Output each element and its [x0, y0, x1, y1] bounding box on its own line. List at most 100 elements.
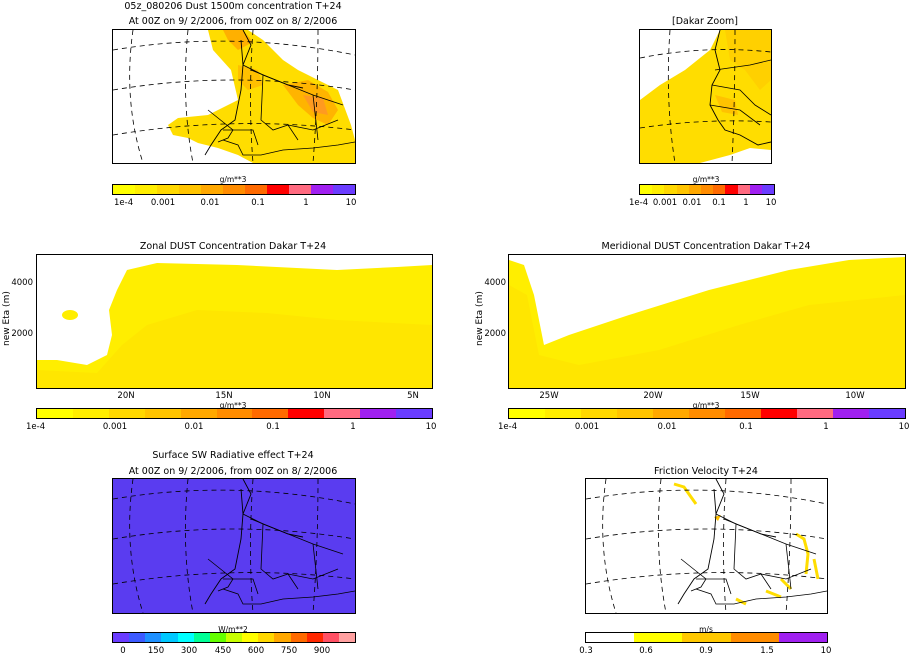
dakar-zoom-map	[639, 29, 772, 164]
dust-map-colorbar	[112, 184, 356, 195]
colorbar-segment	[653, 409, 689, 418]
tick-label: 0.1	[739, 422, 753, 432]
zonal-xtick: 5N	[407, 391, 419, 401]
colorbar-segment	[797, 409, 833, 418]
tick-label: 0.1	[251, 198, 265, 208]
colorbar-segment	[242, 633, 259, 642]
tick-label: 0.01	[184, 422, 204, 432]
tick-label: 1e-4	[629, 198, 649, 208]
colorbar-segment	[145, 633, 162, 642]
tick-label: 10	[765, 198, 777, 208]
colorbar-segment	[688, 185, 701, 194]
friction-velocity-map	[585, 478, 828, 614]
tick-label: 0.001	[652, 198, 678, 208]
meridional-xtick: 15W	[740, 391, 760, 401]
meridional-xtick: 25W	[539, 391, 559, 401]
sw-map-unit: W/m**2	[218, 625, 248, 634]
colorbar-segment	[113, 633, 130, 642]
meridional-unit: g/m**3	[692, 401, 720, 410]
colorbar-segment	[730, 633, 779, 642]
tick-label: 0.001	[150, 198, 176, 208]
colorbar-segment	[179, 185, 201, 194]
meridional-ytick: 2000	[484, 329, 506, 339]
tick-label: 10	[898, 422, 910, 432]
colorbar-segment	[737, 185, 750, 194]
tick-label: 10	[820, 646, 832, 656]
tick-label: 0	[120, 646, 126, 656]
colorbar-segment	[72, 409, 109, 418]
tick-label: 1	[350, 422, 356, 432]
colorbar-segment	[258, 633, 275, 642]
dust-1500m-map	[112, 29, 356, 164]
tick-label: 10	[345, 198, 357, 208]
colorbar-segment	[676, 185, 689, 194]
dakar-zoom-title: [Dakar Zoom]	[671, 16, 739, 27]
colorbar-segment	[245, 185, 267, 194]
colorbar-segment	[664, 185, 677, 194]
colorbar-segment	[201, 185, 223, 194]
sw-map-colorbar	[112, 632, 356, 643]
meridional-cross-section	[508, 254, 906, 389]
colorbar-segment	[324, 409, 361, 418]
colorbar-segment	[108, 409, 145, 418]
meridional-title: Meridional DUST Concentration Dakar T+24	[601, 241, 811, 252]
colorbar-segment	[288, 409, 325, 418]
colorbar-segment	[396, 409, 432, 418]
meridional-xtick: 10W	[845, 391, 865, 401]
tick-label: 1	[823, 422, 829, 432]
colorbar-segment	[333, 185, 355, 194]
zonal-ytick: 4000	[11, 278, 33, 288]
tick-label: 0.1	[266, 422, 280, 432]
sw-map-title: Surface SW Radiative effect T+24	[152, 450, 314, 461]
colorbar-segment	[223, 185, 245, 194]
tick-label: 450	[214, 646, 232, 656]
colorbar-segment	[180, 409, 217, 418]
colorbar-segment	[135, 185, 157, 194]
sw-radiative-map	[112, 478, 356, 614]
tick-label: 1	[743, 198, 749, 208]
colorbar-segment	[274, 633, 291, 642]
colorbar-segment	[177, 633, 194, 642]
tick-label: 1.5	[760, 646, 774, 656]
zonal-xtick: 10N	[313, 391, 331, 401]
meridional-xtick: 20W	[643, 391, 663, 401]
colorbar-segment	[713, 185, 726, 194]
colorbar-segment	[689, 409, 725, 418]
colorbar-segment	[700, 185, 714, 194]
tick-label: 0.01	[682, 198, 702, 208]
colorbar-segment	[161, 633, 178, 642]
colorbar-segment	[252, 409, 289, 418]
colorbar-segment	[617, 409, 653, 418]
dakar-zoom-unit: g/m**3	[692, 175, 720, 184]
colorbar-segment	[761, 409, 797, 418]
zonal-title: Zonal DUST Concentration Dakar T+24	[139, 241, 327, 252]
colorbar-segment	[338, 633, 356, 642]
colorbar-segment	[761, 185, 775, 194]
colorbar-segment	[322, 633, 339, 642]
tick-label: 10	[425, 422, 437, 432]
tick-label: 900	[313, 646, 331, 656]
colorbar-segment	[869, 409, 905, 418]
meridional-ytick: 4000	[484, 278, 506, 288]
tick-label: 0.01	[200, 198, 220, 208]
colorbar-segment	[778, 633, 828, 642]
dakar-zoom-colorbar	[639, 184, 775, 195]
colorbar-segment	[311, 185, 333, 194]
tick-label: 1e-4	[114, 198, 134, 208]
zonal-ytick: 2000	[11, 329, 33, 339]
tick-label: 1e-4	[498, 422, 518, 432]
tick-label: 0.1	[712, 198, 726, 208]
zonal-xtick: 20N	[117, 391, 135, 401]
dust-map-subtitle: At 00Z on 9/ 2/2006, from 00Z on 8/ 2/20…	[128, 16, 338, 27]
tick-label: 0.3	[579, 646, 593, 656]
colorbar-segment	[545, 409, 581, 418]
tick-label: 600	[247, 646, 265, 656]
colorbar-segment	[267, 185, 289, 194]
meridional-colorbar	[508, 408, 906, 419]
dust-map-title: 05z_080206 Dust 1500m concentration T+24	[124, 1, 342, 12]
zonal-colorbar	[36, 408, 433, 419]
tick-label: 750	[280, 646, 298, 656]
colorbar-segment	[725, 409, 761, 418]
colorbar-segment	[581, 409, 617, 418]
colorbar-segment	[157, 185, 179, 194]
